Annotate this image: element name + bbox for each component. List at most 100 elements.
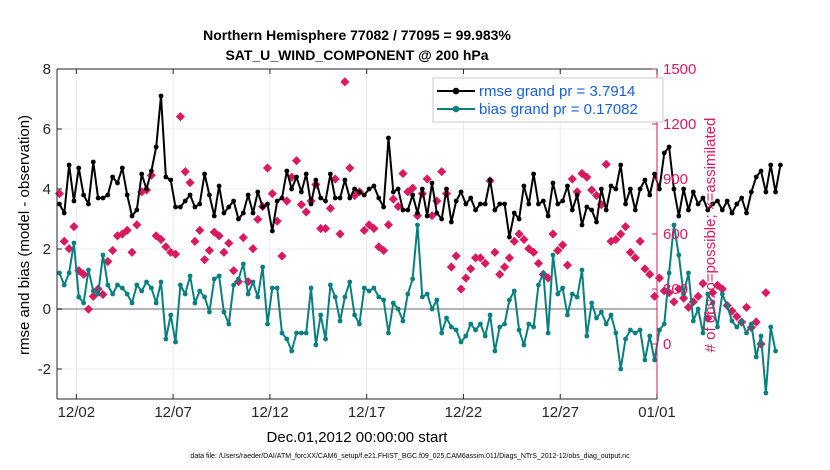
bias-point — [419, 294, 425, 300]
bias-point — [477, 321, 483, 327]
obs-count-marker — [64, 244, 74, 254]
bias-point — [211, 276, 217, 282]
rmse-point — [202, 171, 207, 177]
bias-point — [168, 312, 174, 318]
bias-point — [405, 291, 411, 297]
rmse-point — [342, 177, 348, 183]
obs-count-marker — [296, 200, 306, 210]
bias-point — [744, 330, 749, 336]
bias-point — [666, 270, 672, 276]
rmse-point — [584, 204, 590, 210]
bias-point — [279, 330, 285, 336]
rmse-point — [574, 192, 580, 198]
bias-point — [458, 339, 464, 345]
bias-point — [569, 291, 575, 297]
rmse-point — [492, 207, 498, 213]
bias-point — [390, 300, 396, 306]
rmse-point — [497, 201, 503, 207]
bias-point — [473, 327, 478, 333]
rmse-point — [594, 219, 599, 225]
y-right-tick-label: 1500 — [663, 61, 696, 78]
obs-count-marker — [175, 112, 185, 122]
rmse-point — [439, 216, 445, 222]
rmse-point — [487, 177, 493, 183]
bias-point — [163, 336, 169, 342]
rmse-point — [560, 198, 566, 204]
rmse-point — [323, 198, 328, 204]
rmse-point — [531, 171, 537, 177]
rmse-point — [710, 201, 716, 207]
bias-point — [134, 282, 140, 288]
rmse-point — [274, 198, 280, 204]
y-right-tick-label: 600 — [663, 226, 688, 243]
bias-point — [86, 267, 91, 273]
rmse-point — [240, 210, 246, 216]
rmse-point — [642, 177, 648, 183]
obs-count-marker — [108, 245, 118, 256]
rmse-point — [110, 174, 116, 180]
y-left-tick-label: 0 — [43, 301, 51, 318]
rmse-point — [57, 201, 62, 207]
obs-count-marker — [509, 236, 519, 246]
obs-count-marker — [79, 269, 89, 279]
obs-count-marker — [224, 238, 234, 248]
bias-point — [661, 321, 667, 327]
bias-point — [61, 282, 67, 288]
rmse-point — [666, 144, 672, 150]
bias-point — [768, 324, 774, 330]
y-left-tick-label: 8 — [43, 61, 51, 78]
bias-point — [700, 330, 706, 336]
obs-count-marker — [127, 247, 137, 257]
bias-point — [724, 303, 730, 309]
rmse-point — [265, 201, 270, 207]
rmse-point — [458, 189, 464, 195]
obs-count-marker — [601, 159, 611, 169]
obs-count-marker — [408, 183, 418, 193]
bias-point — [671, 222, 677, 228]
rmse-point — [521, 183, 527, 189]
rmse-point — [753, 174, 759, 180]
rmse-point — [134, 207, 140, 213]
rmse-point — [627, 186, 633, 192]
obs-count-marker — [248, 244, 258, 254]
bias-point — [492, 348, 498, 354]
obs-count-marker — [59, 236, 69, 246]
rmse-point — [468, 195, 474, 201]
rmse-point — [105, 192, 111, 198]
legend-rmse-marker — [452, 87, 460, 95]
bias-point — [313, 342, 319, 348]
rmse-point — [269, 228, 275, 234]
obs-count-marker — [229, 266, 239, 276]
obs-count-marker — [533, 258, 544, 268]
rmse-point — [90, 159, 96, 165]
rmse-point — [173, 204, 178, 210]
bias-point — [100, 252, 106, 258]
bias-point — [690, 318, 696, 324]
rmse-point — [768, 162, 774, 168]
rmse-point — [429, 180, 435, 186]
obs-count-marker — [669, 297, 679, 307]
bias-point — [294, 330, 299, 336]
bias-point — [342, 294, 348, 300]
rmse-point — [473, 207, 478, 213]
bias-point — [197, 288, 203, 294]
bias-point — [250, 279, 256, 285]
rmse-point — [158, 93, 164, 99]
rmse-point — [415, 210, 420, 216]
bias-point — [574, 294, 580, 300]
obs-count-marker — [495, 269, 505, 279]
bias-point — [182, 291, 188, 297]
rmse-point — [115, 180, 120, 186]
rmse-point — [279, 195, 285, 201]
rmse-point — [187, 192, 193, 198]
rmse-point — [129, 213, 135, 219]
rmse-point — [729, 210, 735, 216]
legend-bias-marker — [452, 105, 460, 113]
rmse-point — [550, 180, 556, 186]
rmse-point — [603, 207, 609, 213]
bias-point — [323, 336, 328, 342]
bias-point — [748, 321, 754, 327]
rmse-point — [763, 189, 769, 195]
obs-count-marker — [267, 189, 277, 199]
rmse-point — [386, 135, 391, 141]
